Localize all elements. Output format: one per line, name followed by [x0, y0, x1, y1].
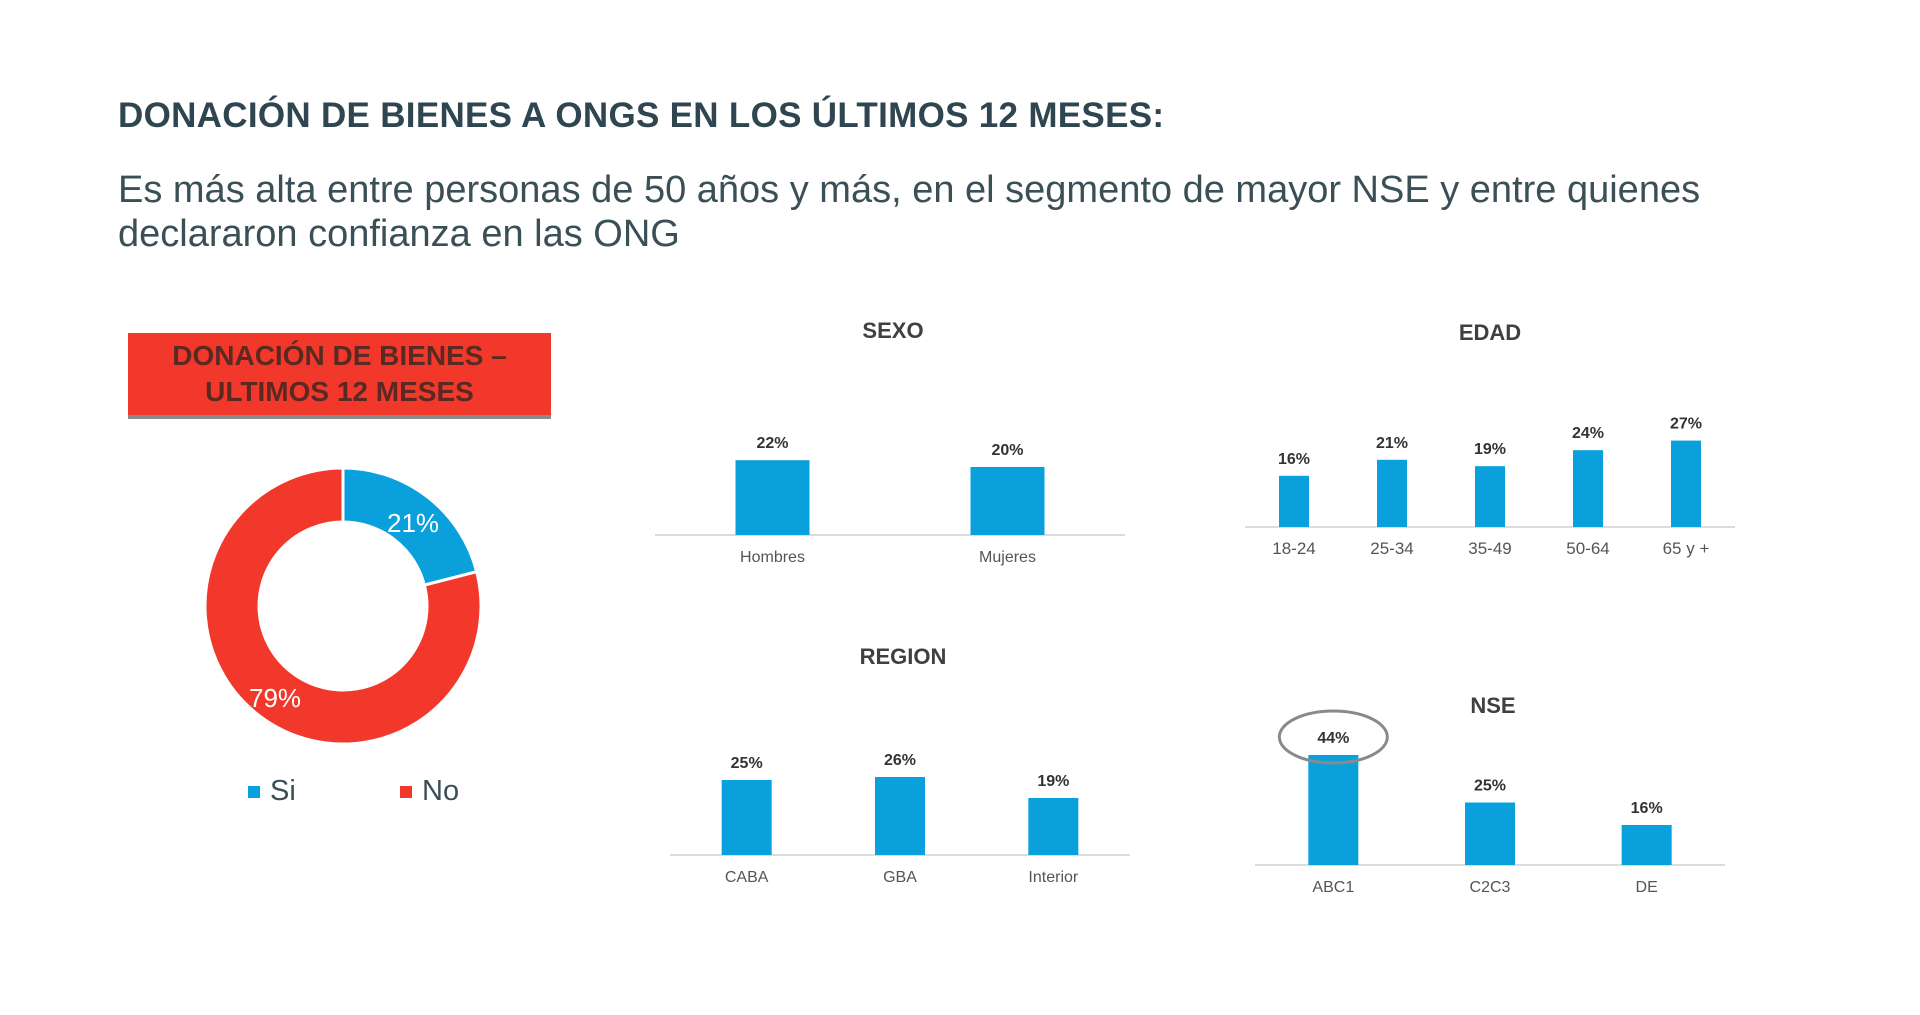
- bar-interior: [1028, 798, 1079, 855]
- bar-18-24: [1279, 475, 1309, 527]
- chart-title-region: REGION: [859, 644, 947, 669]
- bar-chart-sexo: 22% Hombres 20% Mujeres: [655, 435, 1125, 566]
- donut-banner: DONACIÓN DE BIENES – ULTIMOS 12 MESES: [128, 333, 551, 415]
- tick-label-mujeres: Mujeres: [979, 549, 1036, 566]
- donut-banner-line-2: ULTIMOS 12 MESES: [205, 376, 474, 407]
- tick-label-65-y: 65 y +: [1663, 539, 1710, 558]
- data-label-gba: 26%: [884, 752, 916, 769]
- bar-50-64: [1573, 450, 1603, 527]
- chart-title-edad: EDAD: [1458, 320, 1522, 345]
- bar-hombres: [735, 460, 810, 535]
- bar-25-34: [1377, 459, 1407, 527]
- tick-label-25-34: 25-34: [1370, 539, 1413, 558]
- tick-label-gba: GBA: [883, 869, 917, 886]
- tick-label-50-64: 50-64: [1566, 539, 1609, 558]
- legend-label-no: No: [422, 775, 460, 807]
- bar-chart-nse: 44% ABC1 25% C2C3 16% DE: [1255, 709, 1725, 896]
- data-label-18-24: 16%: [1278, 451, 1310, 468]
- donut-svg: [203, 466, 483, 746]
- tick-label-18-24: 18-24: [1272, 539, 1315, 558]
- bar-c2c3: [1465, 802, 1515, 865]
- data-label-hombres: 22%: [756, 435, 788, 452]
- donut-label-si: 21%: [387, 508, 440, 538]
- bar-abc1: [1308, 755, 1359, 865]
- tick-label-de: DE: [1636, 879, 1658, 896]
- tick-label-caba: CABA: [725, 869, 769, 886]
- data-label-interior: 19%: [1037, 773, 1069, 790]
- legend-swatch-no: [400, 785, 412, 798]
- bar-35-49: [1475, 466, 1505, 527]
- data-label-caba: 25%: [731, 755, 763, 772]
- tick-label-35-49: 35-49: [1468, 539, 1511, 558]
- bar-65-y: [1671, 440, 1701, 527]
- data-label-abc1: 44%: [1317, 730, 1349, 747]
- data-label-50-64: 24%: [1572, 425, 1604, 442]
- chart-title-nse: NSE: [1470, 693, 1516, 718]
- tick-label-hombres: Hombres: [740, 549, 805, 566]
- page-title: DONACIÓN DE BIENES A ONGS EN LOS ÚLTIMOS…: [118, 96, 1165, 135]
- legend-item-no: No: [400, 775, 459, 808]
- legend-item-si: Si: [248, 775, 296, 808]
- data-label-de: 16%: [1631, 800, 1663, 817]
- page-subtitle: Es más alta entre personas de 50 años y …: [118, 169, 1701, 255]
- donut-banner-line-1: DONACIÓN DE BIENES –: [172, 340, 507, 371]
- bar-de: [1621, 825, 1672, 865]
- data-label-65-y: 27%: [1670, 416, 1702, 433]
- chart-title-sexo: SEXO: [862, 318, 924, 343]
- donut-chart: 21% 79%: [203, 466, 483, 746]
- highlight-ellipse: [1277, 709, 1389, 765]
- data-label-35-49: 19%: [1474, 441, 1506, 458]
- bar-caba: [721, 780, 772, 855]
- tick-label-abc1: ABC1: [1312, 879, 1354, 896]
- tick-label-interior: Interior: [1028, 869, 1078, 886]
- bar-chart-region: 25% CABA 26% GBA 19% Interior: [670, 752, 1130, 886]
- bar-chart-edad: 16% 18-24 21% 25-34 19% 35-49 24% 50-64 27% 65 y …: [1245, 416, 1735, 558]
- data-label-c2c3: 25%: [1474, 778, 1506, 795]
- data-label-mujeres: 20%: [991, 442, 1023, 459]
- legend-label-si: Si: [270, 775, 296, 807]
- tick-label-c2c3: C2C3: [1470, 879, 1511, 896]
- legend-swatch-si: [248, 785, 260, 798]
- donut-label-no: 79%: [249, 683, 302, 713]
- donut-slice-no: [203, 466, 483, 746]
- bar-mujeres: [970, 467, 1045, 535]
- bar-gba: [875, 777, 925, 855]
- data-label-25-34: 21%: [1376, 435, 1408, 452]
